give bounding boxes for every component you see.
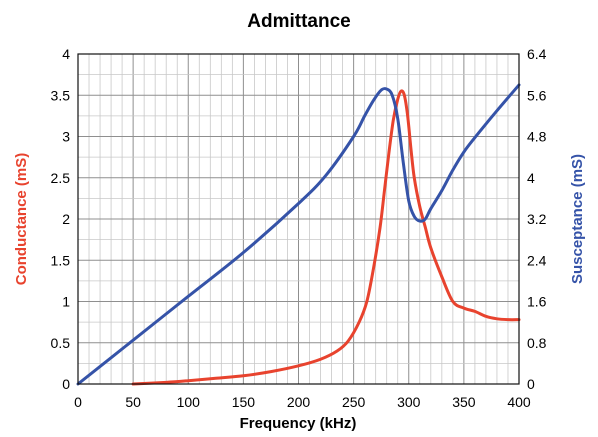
x-tick-label: 350 xyxy=(452,394,476,410)
susceptance-ms-line xyxy=(76,83,521,386)
y-tick-label: 3 xyxy=(62,129,70,145)
x-tick-label: 250 xyxy=(342,394,366,410)
y2-tick-label: 0 xyxy=(527,376,535,392)
y-tick-labels: 0 0.5 1 1.5 2 2.5 3 3.5 4 xyxy=(51,46,71,392)
y-tick-label: 0 xyxy=(62,376,70,392)
conductance-ms-line xyxy=(131,89,521,386)
x-tick-label: 50 xyxy=(125,394,141,410)
x-tick-label: 150 xyxy=(232,394,256,410)
x-tick-label: 200 xyxy=(287,394,311,410)
y2-tick-label: 4 xyxy=(527,170,535,186)
y-tick-label: 0.5 xyxy=(51,335,71,351)
y-tick-label: 1 xyxy=(62,294,70,310)
y2-tick-label: 1.6 xyxy=(527,294,547,310)
x-tick-labels: 0 50 100 150 200 250 300 350 400 xyxy=(74,394,531,410)
x-tick-label: 0 xyxy=(74,394,82,410)
chart-title: Admittance xyxy=(247,11,350,32)
x-tick-label: 400 xyxy=(507,394,531,410)
x-tick-label: 300 xyxy=(397,394,421,410)
y2-tick-labels: 0 0.8 1.6 2.4 3.2 4 4.8 5.6 6.4 xyxy=(527,46,547,392)
y-tick-label: 2 xyxy=(62,211,70,227)
y-tick-label: 2.5 xyxy=(51,170,71,186)
y-axis-label-right: Susceptance (mS) xyxy=(569,154,586,284)
x-tick-label: 100 xyxy=(177,394,201,410)
y-tick-label: 3.5 xyxy=(51,87,71,103)
data-lines xyxy=(76,83,521,386)
x-axis-label: Frequency (kHz) xyxy=(240,415,357,432)
y2-tick-label: 6.4 xyxy=(527,46,547,62)
y-axis-label-left: Conductance (mS) xyxy=(13,153,30,286)
plot-frame xyxy=(77,53,520,385)
y2-tick-label: 5.6 xyxy=(527,87,547,103)
y2-tick-label: 4.8 xyxy=(527,129,547,145)
grid xyxy=(77,53,520,385)
y-tick-label: 4 xyxy=(62,46,70,62)
y2-tick-label: 0.8 xyxy=(527,335,547,351)
y-tick-label: 1.5 xyxy=(51,252,71,268)
y2-tick-label: 3.2 xyxy=(527,211,547,227)
y2-tick-label: 2.4 xyxy=(527,252,547,268)
